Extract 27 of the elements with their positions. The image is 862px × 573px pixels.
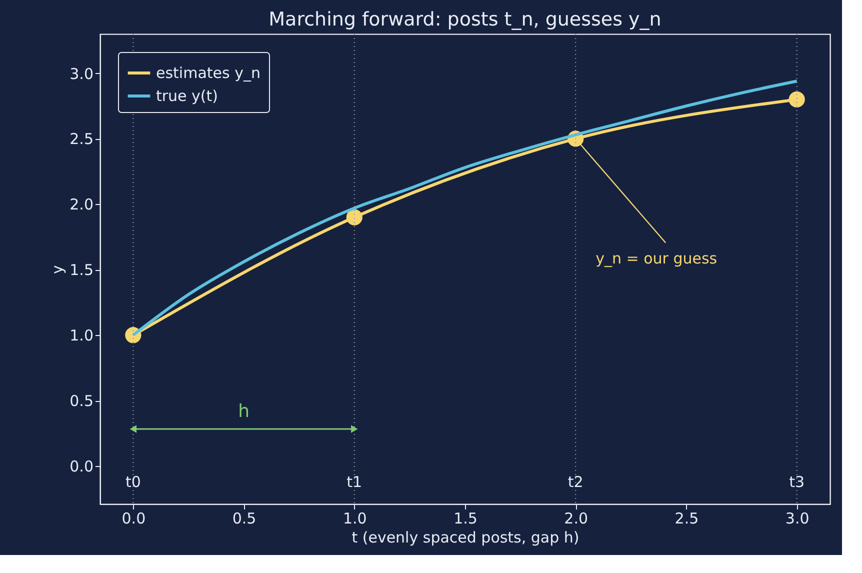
ref-line-label: t3 xyxy=(789,473,805,491)
x-tick-label: 3.0 xyxy=(785,510,810,528)
y-tick-label: 3.0 xyxy=(70,64,94,83)
x-tick-label: 1.0 xyxy=(342,510,367,528)
legend-label: estimates y_n xyxy=(156,64,260,82)
x-tick-label: 0.0 xyxy=(122,510,146,528)
point xyxy=(788,91,805,108)
x-axis-title: t (evenly spaced posts, gap h) xyxy=(352,528,580,546)
ref-line-label: t1 xyxy=(346,473,362,491)
annotation: y_n = our guess xyxy=(596,250,718,268)
y-tick-label: 1.5 xyxy=(70,261,94,280)
legend-label: true y(t) xyxy=(156,87,218,105)
y-tick-label: 1.0 xyxy=(70,326,94,345)
y-tick-label: 2.5 xyxy=(70,130,94,148)
x-tick-label: 2.5 xyxy=(674,510,699,528)
annotation: h xyxy=(238,401,250,422)
ref-line-label: t2 xyxy=(568,473,584,491)
x-tick-label: 1.5 xyxy=(454,510,478,528)
ref-line-label: t0 xyxy=(125,473,141,491)
point xyxy=(346,209,362,226)
y-tick-label: 0.0 xyxy=(70,458,94,476)
y-tick-label: 0.5 xyxy=(70,392,94,410)
x-tick-label: 0.5 xyxy=(232,510,256,528)
y-axis-title: y xyxy=(48,264,67,274)
y-tick-label: 2.0 xyxy=(70,196,94,214)
x-tick-label: 2.0 xyxy=(564,510,588,528)
chart-title: Marching forward: posts t_n, guesses y_n xyxy=(268,8,662,30)
